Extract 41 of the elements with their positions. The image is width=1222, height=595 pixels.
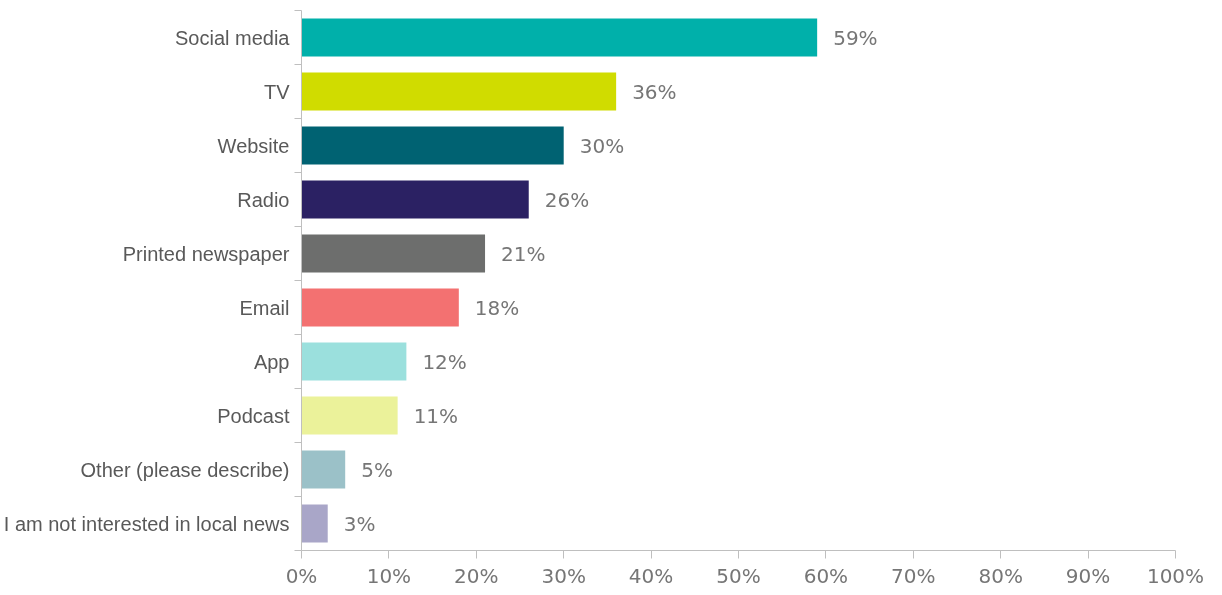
x-tick-label: 30% bbox=[541, 563, 586, 588]
x-tick-label: 10% bbox=[366, 563, 412, 588]
bar bbox=[301, 342, 407, 381]
x-tick-label: 100% bbox=[1146, 563, 1205, 588]
y-tick-label: I am not interested in local news bbox=[3, 512, 290, 535]
x-tick-label: 50% bbox=[716, 563, 761, 588]
data-label: 36% bbox=[632, 79, 677, 104]
bar bbox=[301, 18, 818, 57]
bar bbox=[301, 504, 328, 543]
data-label: 11% bbox=[413, 403, 459, 428]
data-label: 30% bbox=[579, 133, 625, 158]
x-tick-label: 90% bbox=[1065, 563, 1111, 588]
bar bbox=[301, 288, 459, 327]
x-tick-label: 70% bbox=[891, 563, 936, 588]
bar bbox=[301, 450, 346, 489]
y-tick-label: Email bbox=[239, 296, 290, 319]
y-tick-label: Website bbox=[217, 134, 290, 157]
y-tick-label: App bbox=[253, 350, 290, 373]
data-label: 21% bbox=[501, 241, 546, 266]
y-tick-label: Printed newspaper bbox=[122, 242, 290, 265]
data-label: 26% bbox=[544, 187, 590, 212]
data-label: 3% bbox=[343, 511, 376, 536]
y-tick-label: Podcast bbox=[217, 404, 290, 427]
x-tick-label: 60% bbox=[803, 563, 849, 588]
bar bbox=[301, 72, 617, 111]
x-tick-label: 0% bbox=[285, 563, 318, 588]
bar bbox=[301, 396, 398, 435]
y-tick-label: TV bbox=[263, 80, 291, 103]
data-label: 12% bbox=[422, 349, 467, 374]
data-label: 5% bbox=[361, 457, 393, 482]
data-label: 18% bbox=[474, 295, 520, 320]
x-tick-label: 20% bbox=[454, 563, 499, 588]
bar bbox=[301, 126, 564, 165]
data-label: 59% bbox=[833, 25, 878, 50]
bar bbox=[301, 180, 529, 219]
x-tick-label: 80% bbox=[978, 563, 1023, 588]
x-tick-label: 40% bbox=[628, 563, 674, 588]
bar bbox=[301, 234, 486, 273]
y-tick-label: Social media bbox=[175, 26, 291, 49]
y-tick-label: Radio bbox=[237, 188, 290, 211]
y-tick-label: Other (please describe) bbox=[80, 458, 290, 481]
